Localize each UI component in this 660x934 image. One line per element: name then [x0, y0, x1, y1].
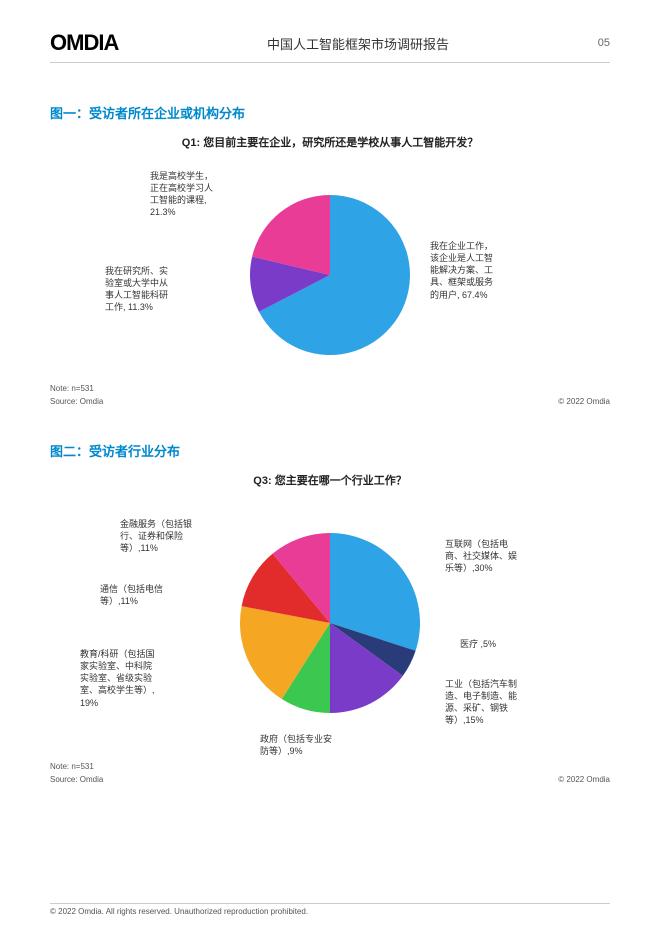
chart2-pie: [220, 513, 440, 738]
slice-label: 政府（包括专业安防等）,9%: [260, 733, 332, 757]
slice-label: 工业（包括汽车制造、电子制造、能源、采矿、钢铁等）,15%: [445, 678, 517, 727]
slice-label: 我在研究所、实验室或大学中从事人工智能科研工作, 11.3%: [105, 265, 168, 314]
section-title-1: 图一：受访者所在企业或机构分布: [50, 103, 610, 122]
chart1-title: Q1: 您目前主要在企业，研究所还是学校从事人工智能开发？: [50, 134, 610, 150]
chart2-copyright: © 2022 Omdia: [558, 775, 610, 784]
chart2-note1: Note: n=531: [50, 762, 610, 771]
chart1-block: Q1: 您目前主要在企业，研究所还是学校从事人工智能开发？ 我在企业工作，该企业…: [50, 134, 610, 406]
header-title: 中国人工智能框架市场调研报告: [118, 34, 597, 53]
footer: © 2022 Omdia. All rights reserved. Unaut…: [50, 903, 610, 916]
chart1-note2: Source: Omdia: [50, 397, 610, 406]
chart2-area: 互联网（包括电商、社交媒体、娱乐等）,30% 医疗 ,5% 工业（包括汽车制造、电子…: [50, 498, 610, 758]
slice-label: 我是高校学生，正在高校学习人工智能的课程,21.3%: [150, 170, 213, 219]
page: OMDIA 中国人工智能框架市场调研报告 05 图一：受访者所在企业或机构分布 …: [0, 0, 660, 934]
chart2-note2: Source: Omdia: [50, 775, 610, 784]
chart1-area: 我在企业工作，该企业是人工智能解决方案、工具、框架或服务的用户, 67.4% 我在…: [50, 160, 610, 380]
chart2-block: Q3: 您主要在哪一个行业工作？ 互联网（包括电商、社交媒体、娱乐等）,30% 医…: [50, 472, 610, 784]
slice-label: 互联网（包括电商、社交媒体、娱乐等）,30%: [445, 538, 517, 574]
slice-label: 医疗 ,5%: [460, 638, 496, 650]
header: OMDIA 中国人工智能框架市场调研报告 05: [50, 30, 610, 63]
section-title-2: 图二：受访者行业分布: [50, 441, 610, 460]
chart1-copyright: © 2022 Omdia: [558, 397, 610, 406]
slice-label: 教育/科研（包括国家实验室、中科院实验室、省级实验室、高校学生等）,19%: [80, 648, 155, 709]
slice-label: 通信（包括电信等）,11%: [100, 583, 163, 607]
slice-label: 金融服务（包括银行、证券和保险等）,11%: [120, 518, 192, 554]
page-number: 05: [598, 37, 610, 49]
logo: OMDIA: [50, 30, 118, 56]
chart1-note1: Note: n=531: [50, 384, 610, 393]
chart2-title: Q3: 您主要在哪一个行业工作？: [50, 472, 610, 488]
chart1-pie: [230, 175, 430, 380]
slice-label: 我在企业工作，该企业是人工智能解决方案、工具、框架或服务的用户, 67.4%: [430, 240, 493, 301]
